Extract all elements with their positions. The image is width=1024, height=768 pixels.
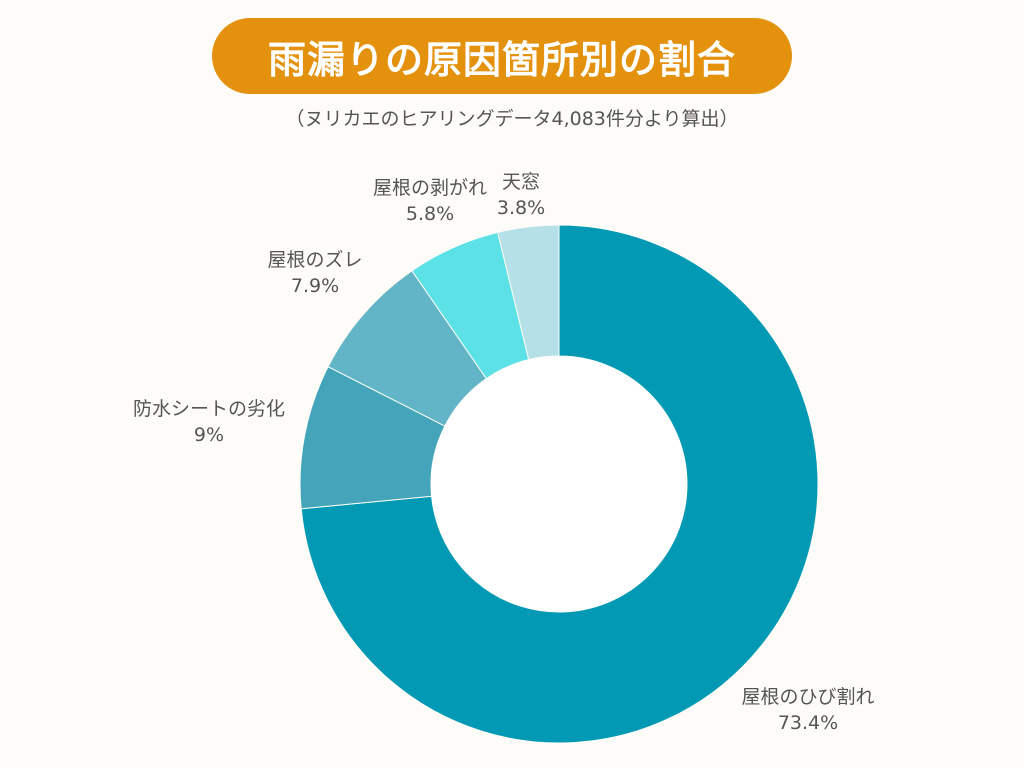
slice-label-skylight: 天窓 <box>502 171 540 193</box>
chart-title: 雨漏りの原因箇所別の割合 <box>267 37 736 82</box>
slice-value-waterproof-sheet: 9% <box>194 424 224 446</box>
donut-hole <box>431 356 687 612</box>
slice-label-roof-peel: 屋根の剥がれ <box>373 177 487 199</box>
slice-label-waterproof-sheet: 防水シートの劣化 <box>133 398 285 420</box>
slice-value-roof-shift: 7.9% <box>291 275 339 297</box>
chart-subtitle: （ヌリカエのヒアリングデータ4,083件分より算出） <box>285 108 739 130</box>
slice-value-roof-peel: 5.8% <box>406 203 454 225</box>
slice-label-roof-cracks: 屋根のひび割れ <box>741 686 874 708</box>
slice-value-roof-cracks: 73.4% <box>778 712 838 734</box>
chart-title-banner: 雨漏りの原因箇所別の割合 <box>212 18 792 94</box>
slice-value-skylight: 3.8% <box>497 197 545 219</box>
slice-label-roof-shift: 屋根のズレ <box>267 249 362 271</box>
